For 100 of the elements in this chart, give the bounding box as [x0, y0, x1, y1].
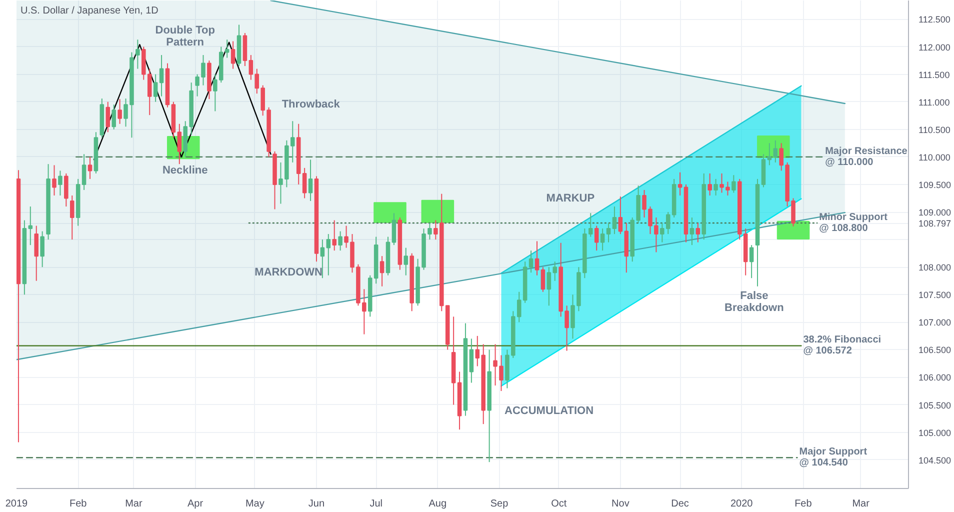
- annotation: Double Top Pattern: [155, 24, 216, 49]
- x-tick-label: Dec: [671, 498, 689, 510]
- candlestick: [159, 54, 164, 97]
- candlestick: [528, 250, 534, 274]
- candlestick: [469, 338, 474, 384]
- annotation: ACCUMULATION: [504, 404, 594, 417]
- x-tick-label: Aug: [428, 498, 447, 510]
- candlestick: [290, 120, 295, 163]
- x-tick-label: Mar: [125, 498, 143, 510]
- annotation: False Breakdown: [724, 290, 784, 314]
- candlestick: [404, 247, 408, 276]
- y-tick-label: 108.797: [918, 218, 952, 229]
- candlestick: [195, 74, 200, 97]
- y-tick-label: 105.000: [918, 428, 952, 438]
- x-tick-label: Nov: [612, 498, 630, 510]
- x-tick-label: Oct: [551, 498, 567, 510]
- bar: [776, 220, 810, 240]
- candlestick: [82, 154, 86, 190]
- y-tick-label: 104.500: [918, 455, 952, 466]
- candlestick: [767, 142, 772, 166]
- candlestick: [332, 220, 336, 252]
- candlestick: [552, 261, 558, 282]
- candlestick: [28, 206, 33, 246]
- y-tick-label: 110.000: [918, 152, 950, 162]
- candlestick: [708, 172, 712, 196]
- x-tick-label: 2020: [730, 498, 754, 510]
- candlestick: [773, 140, 778, 163]
- candlestick: [40, 230, 44, 268]
- candlestick: [230, 40, 236, 70]
- candlestick: [594, 225, 599, 252]
- series-label: Minor Support @ 108.800: [819, 212, 888, 234]
- candlestick: [380, 256, 384, 287]
- candlestick: [600, 228, 605, 252]
- y-tick-label: 107.000: [918, 318, 952, 328]
- y-tick-label: 109.000: [918, 208, 952, 218]
- candlestick: [58, 170, 62, 196]
- candlestick: [136, 39, 140, 70]
- candlestick: [153, 74, 158, 102]
- x-tick-label: May: [245, 498, 264, 510]
- candlestick: [34, 225, 39, 282]
- y-tick-label: 112.500: [918, 14, 950, 25]
- x-tick-label: Feb: [794, 498, 812, 510]
- candlestick: [201, 54, 206, 86]
- candlestick: [714, 178, 718, 196]
- candlestick: [64, 172, 68, 207]
- y-tick-label: 109.500: [918, 180, 952, 190]
- y-tick-label: 112.000: [918, 42, 950, 52]
- y-tick-label: 107.500: [918, 290, 952, 300]
- candlestick: [177, 123, 182, 165]
- y-tick-label: 106.000: [918, 372, 952, 383]
- candlestick: [88, 156, 92, 180]
- candlestick: [428, 222, 432, 240]
- y-tick-label: 111.000: [918, 97, 950, 108]
- candlestick: [224, 39, 230, 58]
- candlestick: [612, 206, 617, 235]
- y-tick-label: 111.500: [918, 70, 950, 80]
- x-tick-label: Mar: [852, 498, 870, 510]
- series-label: Major Support @ 104.540: [799, 446, 868, 469]
- candlestick: [791, 198, 796, 227]
- series-label: 38.2% Fibonacci @ 106.572: [803, 334, 882, 357]
- bar: [374, 202, 406, 223]
- candlestick: [106, 101, 110, 133]
- y-tick-label: 108.000: [918, 262, 952, 273]
- candlestick: [320, 239, 325, 279]
- candlestick: [213, 74, 218, 112]
- candlestick: [326, 234, 331, 276]
- x-tick-label: Jul: [370, 498, 382, 510]
- candlestick: [52, 164, 56, 196]
- candlestick: [696, 222, 700, 243]
- candlestick: [248, 54, 254, 80]
- candlestick: [678, 172, 682, 196]
- candlestick: [690, 217, 694, 246]
- x-tick-label: Feb: [69, 498, 88, 510]
- candlestick: [338, 230, 342, 252]
- bar: [421, 200, 454, 223]
- annotation: Throwback: [282, 98, 341, 110]
- candlestick: [546, 266, 552, 306]
- candlestick: [278, 162, 283, 204]
- candlestick: [308, 159, 313, 202]
- x-tick-label: 2019: [5, 498, 28, 510]
- candlestick: [540, 266, 546, 292]
- y-tick-label: 110.500: [918, 124, 950, 135]
- candlestick: [118, 98, 122, 124]
- annotation: Neckline: [162, 164, 208, 176]
- text: U.S. Dollar / Japanese Yen, 1D: [20, 6, 158, 16]
- annotation: MARKUP: [546, 192, 595, 205]
- candlestick: [618, 196, 623, 235]
- candlestick: [732, 174, 736, 194]
- candlestick: [70, 194, 74, 240]
- candlestick: [392, 212, 396, 246]
- candlestick: [749, 244, 754, 279]
- x-tick-label: Jun: [308, 498, 325, 510]
- candlestick: [112, 104, 116, 130]
- y-tick-label: 106.500: [918, 345, 952, 356]
- candlestick: [606, 222, 611, 243]
- candlestick: [302, 167, 307, 199]
- x-tick-label: Sep: [490, 498, 509, 510]
- series-label: Major Resistance @ 110.000: [825, 146, 908, 168]
- candlestick: [534, 240, 540, 276]
- y-tick-label: 105.500: [918, 400, 952, 410]
